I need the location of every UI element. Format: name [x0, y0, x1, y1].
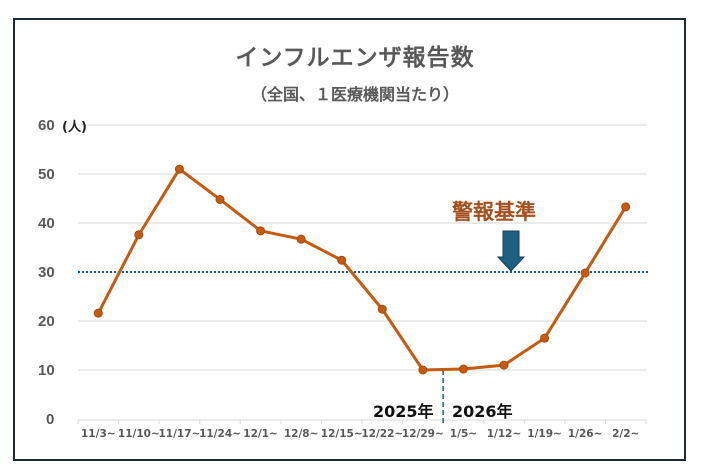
down-arrow-icon [496, 230, 526, 272]
data-point [93, 308, 103, 318]
data-point [256, 226, 266, 236]
x-tick-label: 1/12~ [487, 428, 522, 440]
x-tick-label: 11/17~ [158, 428, 200, 440]
data-point [580, 268, 590, 278]
y-tick-label: 50 [38, 166, 55, 183]
data-markers [93, 164, 631, 375]
data-point [296, 234, 306, 244]
series-line [96, 167, 627, 372]
y-tick-label: 10 [38, 362, 55, 379]
x-tick-label: 12/22~ [361, 428, 403, 440]
y-axis-unit: (人) [62, 119, 87, 135]
year-label-2026: 2026年 [452, 402, 513, 421]
y-tick-label: 20 [38, 313, 55, 330]
data-point [418, 365, 428, 375]
x-tick-label: 11/24~ [199, 428, 241, 440]
y-tick-label: 60 [38, 117, 55, 134]
chart-frame [13, 18, 686, 461]
x-axis [77, 419, 647, 424]
data-point [174, 164, 184, 174]
data-point [377, 304, 387, 314]
data-point [458, 364, 468, 374]
x-tick-label: 12/8~ [284, 428, 319, 440]
x-tick-label: 12/29~ [402, 428, 444, 440]
chart-subtitle: （全国、１医療機関当たり） [250, 85, 459, 104]
x-tick-label: 2/2~ [612, 428, 639, 440]
chart-title: インフルエンザ報告数 [235, 45, 475, 71]
gridlines [78, 124, 647, 371]
y-tick-label: 40 [38, 215, 55, 232]
y-tick-label: 0 [46, 411, 54, 428]
data-point [215, 194, 225, 204]
x-tick-label: 11/3~ [81, 428, 116, 440]
data-point [499, 360, 509, 370]
data-point [134, 230, 144, 240]
x-tick-label: 1/26~ [568, 428, 603, 440]
x-tick-label: 12/1~ [243, 428, 278, 440]
year-label-2025: 2025年 [373, 402, 434, 421]
y-axis-ticks: 0 10 20 30 40 50 60 [38, 117, 55, 428]
x-tick-label: 1/19~ [527, 428, 562, 440]
data-point [337, 255, 347, 265]
data-point [621, 202, 631, 212]
x-tick-label: 11/10~ [118, 428, 160, 440]
x-tick-label: 12/15~ [321, 428, 363, 440]
x-tick-label: 1/5~ [450, 428, 477, 440]
alert-threshold-label: 警報基準 [451, 200, 536, 224]
data-point [540, 333, 550, 343]
y-tick-label: 30 [38, 264, 55, 281]
x-axis-labels: 11/3~ 11/10~11/17~11/24~ 12/1~ 12/8~ 12/15~1… [81, 428, 639, 440]
